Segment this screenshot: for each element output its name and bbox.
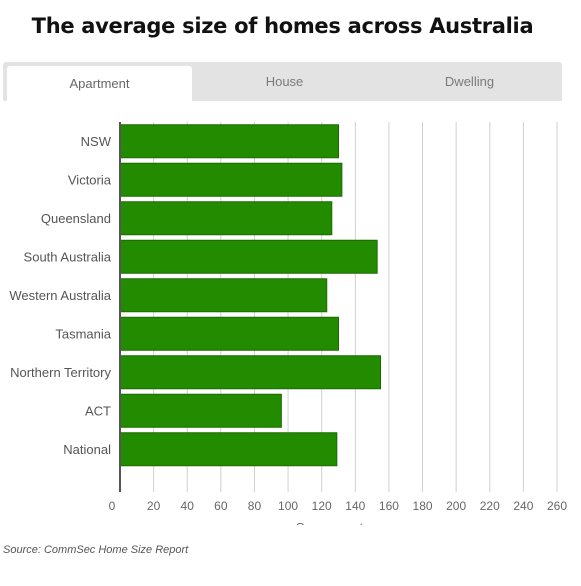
x-tick-labels: 0 20 40 60 80 100 120 140 160 180 200 220 240 260 xyxy=(109,499,568,513)
x-tick-label: 200 xyxy=(446,499,466,513)
chart-title: The average size of homes across Austral… xyxy=(31,14,534,38)
x-tick-label: 140 xyxy=(345,499,365,513)
x-tick-label: 20 xyxy=(147,499,161,513)
category-label: Western Australia xyxy=(9,288,111,303)
category-label: Northern Territory xyxy=(10,365,111,380)
tab-house[interactable]: House xyxy=(265,74,304,89)
category-label: Tasmania xyxy=(55,326,111,341)
bar-victoria[interactable] xyxy=(119,162,343,197)
bars xyxy=(119,124,382,467)
x-tick-label: 80 xyxy=(248,499,262,513)
tab-apartment[interactable]: Apartment xyxy=(7,66,192,101)
x-tick-label: 260 xyxy=(547,499,567,513)
x-tick-label: 180 xyxy=(413,499,433,513)
tab-dwelling[interactable]: Dwelling xyxy=(444,74,495,89)
x-tick-label: 120 xyxy=(312,499,332,513)
x-axis-label: Square metres xyxy=(296,520,382,525)
bar-act[interactable] xyxy=(119,393,282,428)
category-label: South Australia xyxy=(24,249,112,264)
x-tick-label: 160 xyxy=(379,499,399,513)
category-label: National xyxy=(63,442,111,457)
bar-western-australia[interactable] xyxy=(119,278,328,313)
category-label: ACT xyxy=(85,403,111,418)
category-label: NSW xyxy=(81,134,112,149)
x-tick-label: 60 xyxy=(214,499,228,513)
bar-queensland[interactable] xyxy=(119,201,333,236)
x-tick-label: 100 xyxy=(278,499,298,513)
x-tick-label: 240 xyxy=(513,499,533,513)
category-labels: NSW Victoria Queensland South Australia West… xyxy=(9,134,111,457)
x-tick-label: 0 xyxy=(109,499,116,513)
bar-northern-territory[interactable] xyxy=(119,355,382,390)
tab-bar: Apartment House Dwelling xyxy=(3,62,562,101)
bar-nsw[interactable] xyxy=(119,124,339,159)
category-label: Victoria xyxy=(68,172,112,187)
bar-south-australia[interactable] xyxy=(119,239,378,274)
x-tick-label: 40 xyxy=(181,499,195,513)
x-tick-label: 220 xyxy=(480,499,500,513)
bar-chart: NSW Victoria Queensland South Australia West… xyxy=(9,122,568,525)
category-label: Queensland xyxy=(41,211,111,226)
bar-national[interactable] xyxy=(119,432,338,467)
source-note: Source: CommSec Home Size Report xyxy=(3,544,189,556)
bar-tasmania[interactable] xyxy=(119,316,339,351)
